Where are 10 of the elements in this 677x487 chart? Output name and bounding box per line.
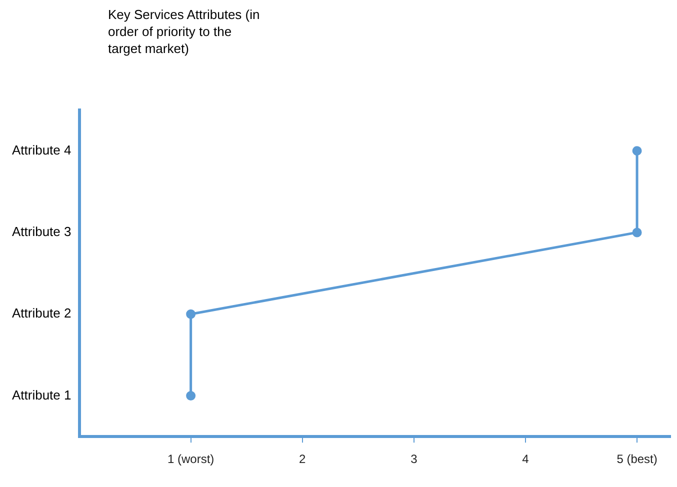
x-tick-label: 5 (best) (616, 452, 658, 466)
x-tick-label: 2 (299, 452, 306, 466)
y-tick-label: Attribute 2 (12, 306, 72, 321)
x-tick-label: 3 (410, 452, 418, 466)
y-tick-label: Attribute 3 (12, 224, 72, 240)
y-tick-label: Attribute 1 (12, 387, 72, 402)
x-tick-label: 1 (worst) (167, 452, 214, 466)
y-tick-label: Attribute 4 (12, 142, 72, 158)
x-tick-label: 4 (522, 452, 530, 466)
y-axis-title: Key Services Attributes (in order of priority to the target market) (108, 6, 261, 57)
